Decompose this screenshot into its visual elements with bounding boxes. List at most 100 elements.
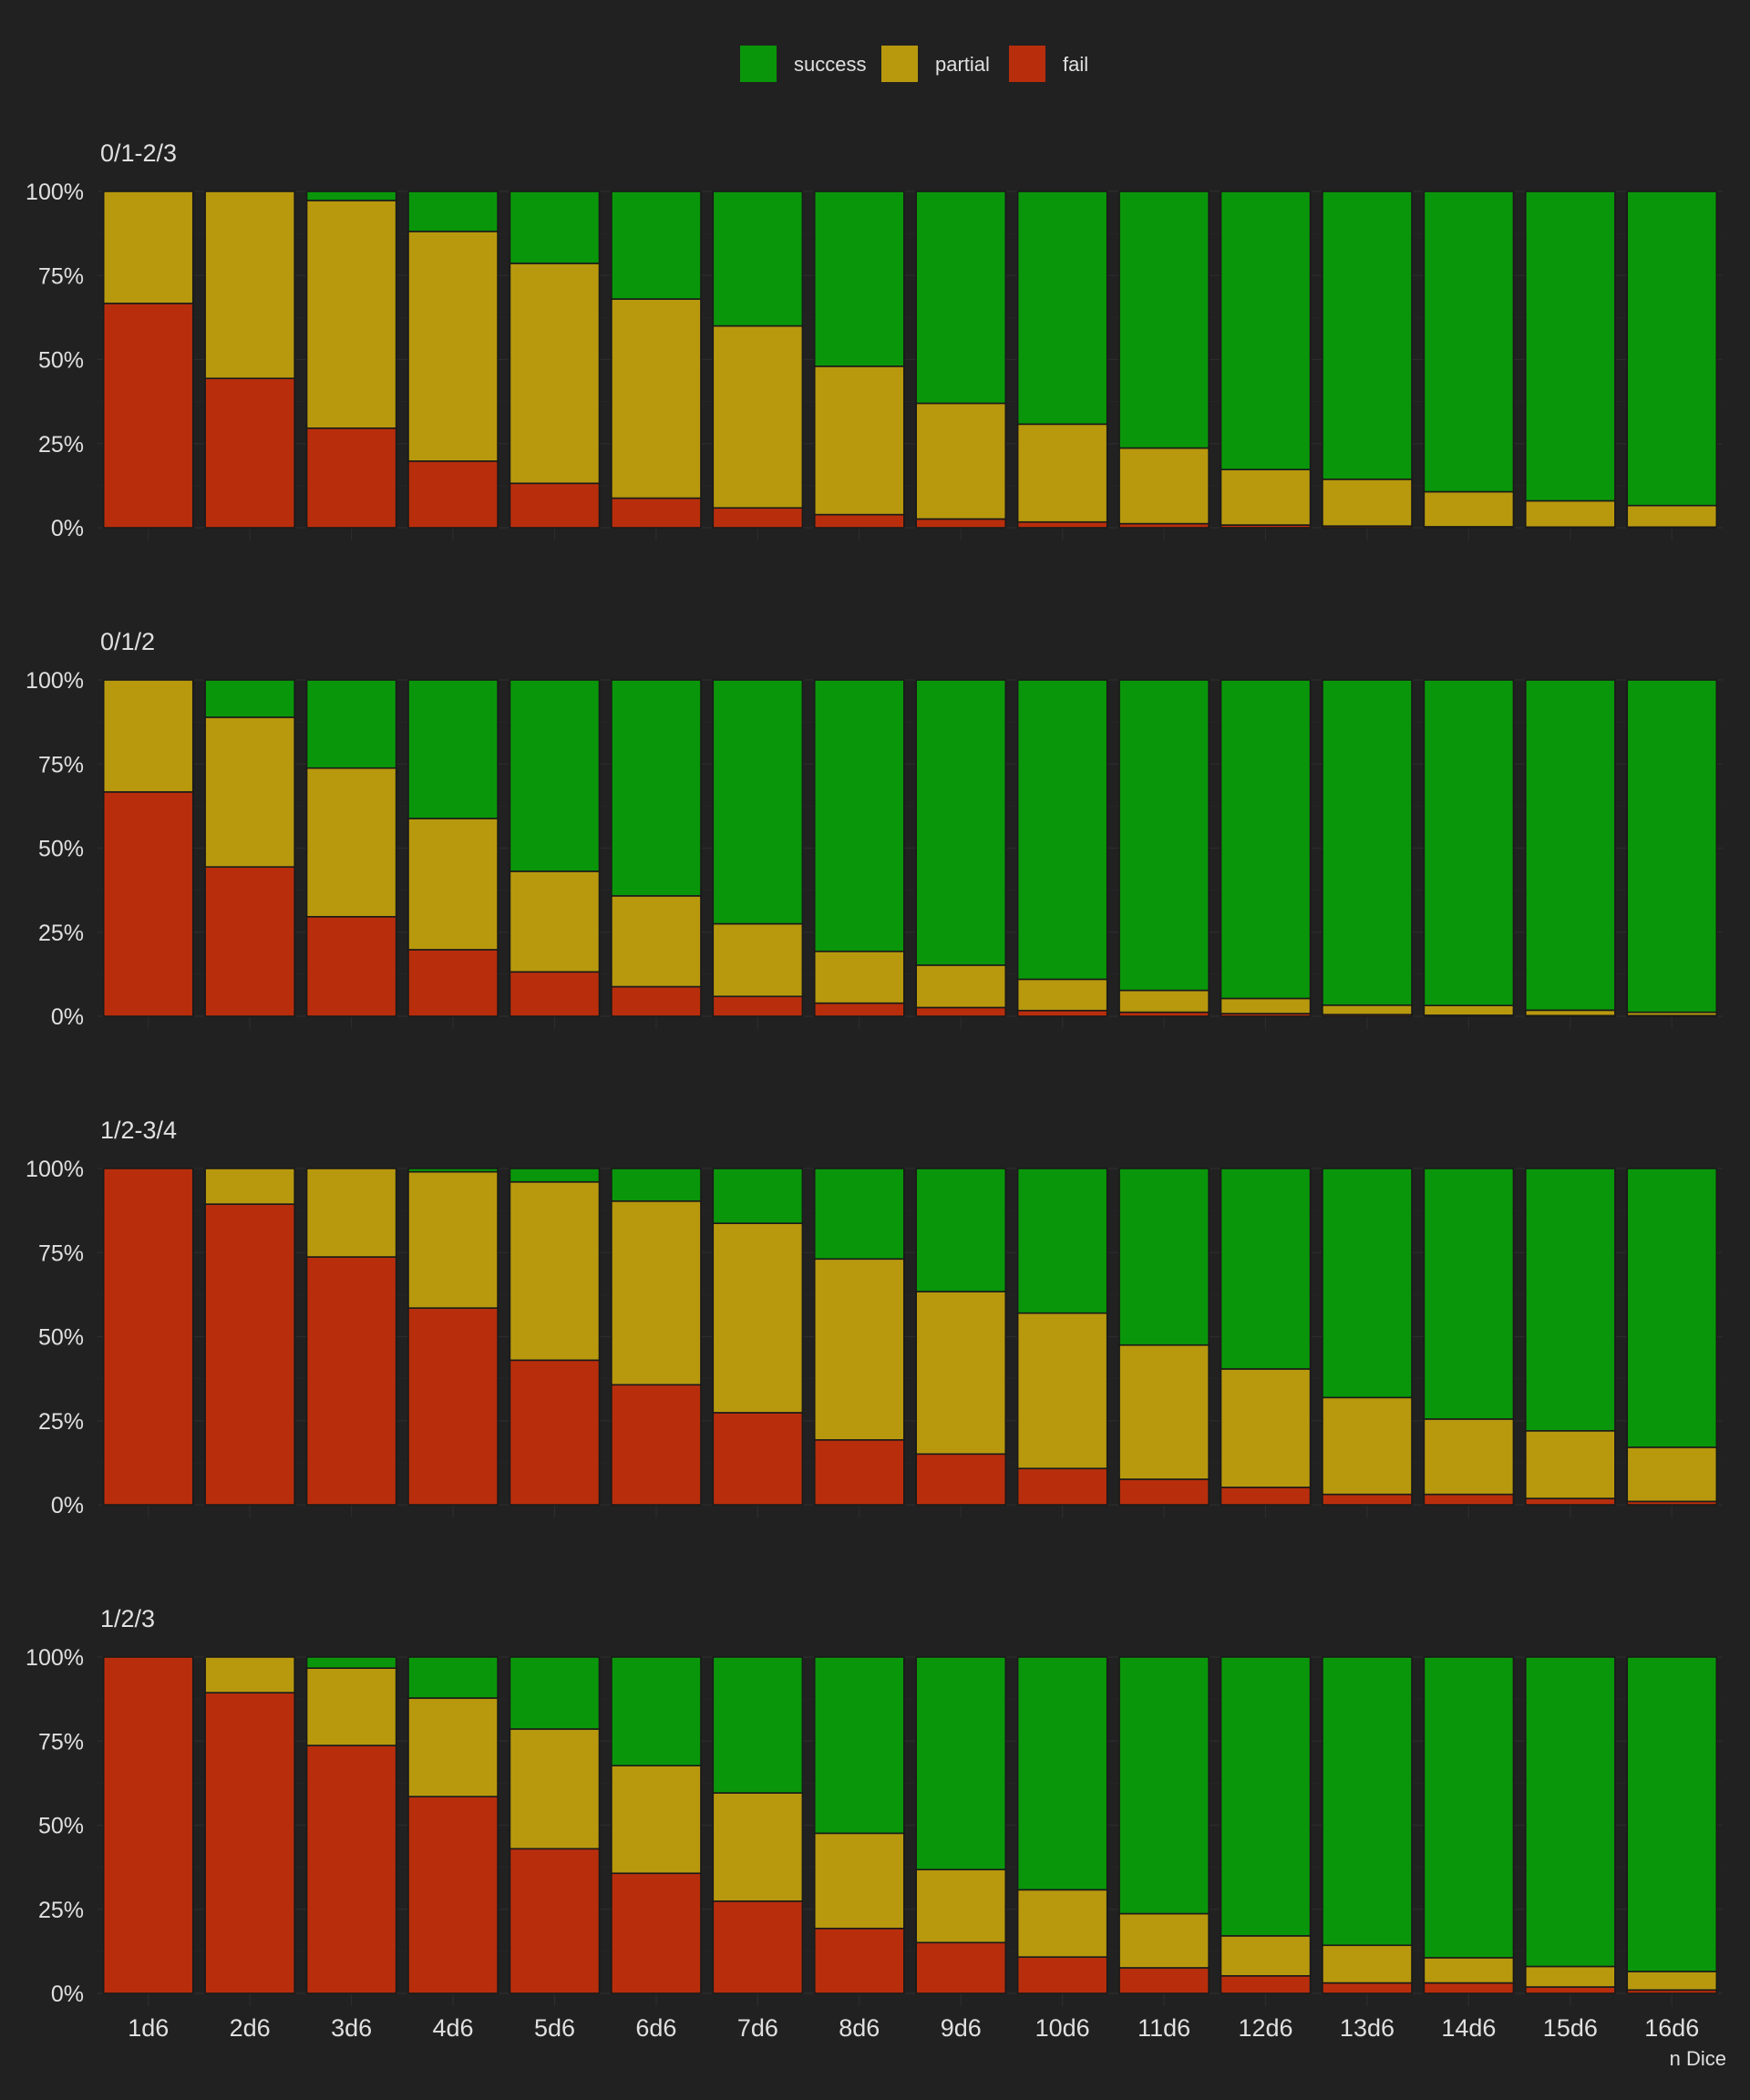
bar-segment-partial <box>1626 1446 1718 1503</box>
bar-segment-partial <box>611 1765 702 1875</box>
panel-title: 0/1-2/3 <box>100 139 177 167</box>
chart-panels: 0/1-2/3 0% 25% 50% 75% 100% 0/1/2 0% 25% 50% 75% 10… <box>26 139 1723 2042</box>
bar-segment-success <box>1118 1168 1210 1346</box>
bar-segment-fail <box>813 1002 905 1017</box>
y-tick-label: 75% <box>38 1729 84 1755</box>
bar-segment-partial <box>1118 989 1210 1014</box>
bar-segment-partial <box>712 922 804 998</box>
bar-segment-success <box>1016 190 1108 426</box>
y-tick-label: 75% <box>38 1240 84 1266</box>
bar-segment-partial <box>1423 1004 1515 1016</box>
bar-segment-fail <box>611 1384 702 1506</box>
bar-segment-partial <box>204 1168 295 1205</box>
bar-segment-success <box>407 1168 499 1173</box>
x-tick-label: 10d6 <box>1035 2014 1090 2042</box>
x-axis-label: n Dice <box>1670 2047 1726 2070</box>
bar-segment-partial <box>712 324 804 510</box>
bar-segment-success <box>712 679 804 925</box>
bar-segment-fail <box>1322 1982 1413 1994</box>
bar-segment-fail <box>813 1927 905 1994</box>
bar-segment-partial <box>305 1168 397 1258</box>
bar-segment-partial <box>305 767 397 918</box>
bar-segment-partial <box>407 818 499 951</box>
bar-segment-fail <box>915 518 1007 529</box>
y-tick-label: 50% <box>38 1814 84 1839</box>
panel-1: 0/1-2/3 0% 25% 50% 75% 100% <box>26 139 1723 541</box>
y-tick-label: 100% <box>26 1157 84 1182</box>
y-tick-label: 0% <box>51 1982 84 2007</box>
bar-segment-partial <box>1626 1971 1718 1992</box>
bar-segment-success <box>712 190 804 327</box>
bar-segment-partial <box>509 870 601 973</box>
bar-segment-fail <box>102 791 194 1017</box>
bar-segment-fail <box>407 1307 499 1506</box>
bar-segment-success <box>1525 1656 1616 1968</box>
legend-swatch-success <box>740 46 777 82</box>
bar-segment-fail <box>407 949 499 1017</box>
bar-segment-partial <box>407 231 499 462</box>
bar-segment-fail <box>305 1745 397 1994</box>
bar-segment-fail <box>102 1656 194 1994</box>
x-tick-label: 1d6 <box>128 2014 169 2042</box>
bar-segment-fail <box>1220 1487 1312 1506</box>
bar-segment-fail <box>712 995 804 1017</box>
bar-segment-success <box>611 1656 702 1766</box>
bar-segment-partial <box>204 716 295 868</box>
bar-segment-partial <box>915 1291 1007 1456</box>
bar-segment-fail <box>1525 1986 1616 1994</box>
y-tick-label: 50% <box>38 837 84 862</box>
bar-segment-fail <box>1016 1467 1108 1506</box>
bar-segment-success <box>1220 190 1312 470</box>
panel-4: 1/2/3 0% 25% 50% 75% 100% <box>26 1605 1723 2007</box>
x-tick-label: 3d6 <box>331 2014 372 2042</box>
bar-segment-success <box>407 1656 499 1699</box>
bar-segment-partial <box>1423 490 1515 528</box>
bar-segment-fail <box>712 507 804 529</box>
bar-segment-success <box>1016 1656 1108 1891</box>
bar-segment-success <box>1423 1656 1515 1959</box>
bar-segment-fail <box>204 377 295 529</box>
bar-segment-fail <box>611 985 702 1017</box>
bar-segment-partial <box>1118 1343 1210 1480</box>
bar-segment-success <box>509 190 601 264</box>
bar-segment-success <box>1322 1656 1413 1947</box>
bar-segment-success <box>1423 1168 1515 1420</box>
bar-segment-success <box>915 679 1007 966</box>
bar-segment-fail <box>712 1900 804 1994</box>
bar-segment-partial <box>712 1792 804 1902</box>
bar-segment-fail <box>204 1203 295 1506</box>
bar-segment-fail <box>1423 1982 1515 1994</box>
panel-title: 1/2-3/4 <box>100 1117 177 1144</box>
x-tick-label: 9d6 <box>941 2014 982 2042</box>
bar-segment-partial <box>611 298 702 499</box>
bar-segment-fail <box>1016 1009 1108 1017</box>
bar-segment-partial <box>1626 504 1718 529</box>
bar-segment-success <box>1525 679 1616 1012</box>
bar-segment-partial <box>1118 447 1210 525</box>
bar-segment-success <box>1322 1168 1413 1399</box>
x-tick-label: 11d6 <box>1138 2014 1190 2042</box>
bar-segment-fail <box>1525 1498 1616 1506</box>
bar-segment-partial <box>509 262 601 485</box>
y-tick-label: 100% <box>26 180 84 205</box>
bar-segment-success <box>407 190 499 232</box>
bar-segment-success <box>1626 1656 1718 1972</box>
bar-segment-partial <box>305 1667 397 1746</box>
bar-segment-success <box>813 190 905 367</box>
legend-label-partial: partial <box>935 53 990 76</box>
bar-segment-fail <box>1016 1956 1108 1994</box>
bar-segment-success <box>1220 1168 1312 1370</box>
bar-segment-partial <box>1322 1944 1413 1984</box>
y-tick-label: 100% <box>26 1645 84 1671</box>
y-tick-label: 75% <box>38 752 84 777</box>
bar-segment-success <box>1118 1656 1210 1915</box>
bar-segment-partial <box>305 200 397 429</box>
bar-segment-fail <box>509 1359 601 1506</box>
x-tick-label: 16d6 <box>1644 2014 1699 2042</box>
x-tick-label: 15d6 <box>1543 2014 1598 2042</box>
bar-segment-partial <box>1322 479 1413 527</box>
legend-label-success: success <box>794 53 866 76</box>
bar-segment-partial <box>1525 1430 1616 1499</box>
bar-segment-fail <box>509 482 601 529</box>
